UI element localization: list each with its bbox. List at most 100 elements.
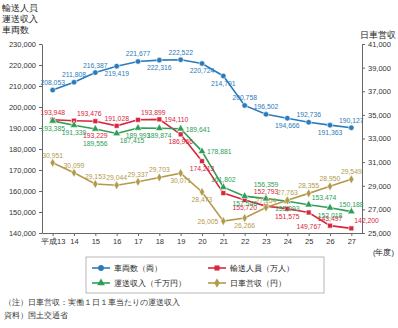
marker [157,173,162,182]
data-label: 30,951 [42,152,63,159]
data-label: 191,339 [62,129,87,136]
data-label: 194,110 [164,116,188,123]
data-label: 26,005 [198,218,219,225]
data-label: 211,808 [62,71,86,78]
marker [114,181,119,190]
tick: 23 [262,233,270,246]
tick: 27,000 [362,205,391,214]
data-label: 193,899 [141,109,166,116]
tick: 16 [113,233,121,246]
data-label: 192,736 [296,111,321,118]
tick: 26 [326,233,334,246]
data-label: 29,337 [128,171,149,178]
marker [49,116,57,123]
y2-axis-title: 日車営収 [360,30,396,40]
tick-mark [362,162,365,163]
marker [155,124,163,131]
data-labels: 208,053211,808216,387219,419221,677222,3… [40,49,379,231]
tick-label: 220,000 [9,61,36,70]
tick-mark [287,233,288,236]
marker [326,203,334,210]
marker [178,57,184,63]
tick: 14 [70,233,78,246]
marker [349,125,355,131]
tick: 41,000 [362,40,391,49]
data-label: 27,154 [256,197,277,204]
marker [157,117,162,122]
tick-mark [330,233,331,236]
legend-label: 輸送人員（万人） [230,264,294,273]
marker [91,124,99,131]
tick: 24 [284,233,292,246]
marker [157,57,163,63]
legend-item: 車両数（両） [92,264,162,273]
data-label: 29,153 [85,173,106,180]
tick-mark [362,91,365,92]
data-label: 174,213 [190,165,215,172]
data-label: 214,791 [211,80,236,87]
tick-label: 15 [92,237,100,246]
data-label: 221,677 [126,50,151,57]
marker [135,177,140,186]
data-label: 216,387 [83,62,108,69]
data-label: 191,363 [318,129,343,136]
tick-mark [202,233,203,236]
legend-item: 運送収入（千万円） [92,279,186,288]
marker [285,196,290,205]
marker [327,122,333,128]
legend-item: 輸送人員（万人） [208,264,294,273]
data-label: 186,966 [168,138,193,145]
data-label: 189,641 [186,126,211,133]
tick-mark [351,233,352,236]
data-label: 152,793 [254,188,279,195]
marker [50,158,55,167]
tick-label: 27 [348,237,356,246]
series-line [53,119,352,228]
y-axis-title: 車両数 [2,25,29,35]
data-label: 157,546 [232,200,257,207]
tick: 37,000 [362,87,391,96]
series-line [53,60,352,128]
tick: 21 [220,233,228,246]
marker [71,168,76,177]
data-label: 193,476 [77,110,102,117]
tick-mark [95,233,96,236]
note: 資料）国土交通省 [4,311,68,320]
tick-label: 29,000 [368,182,391,191]
tick-mark [53,233,54,236]
data-label: 191,028 [104,115,129,122]
tick-label: 27,000 [368,205,391,214]
tick: 39,000 [362,64,391,73]
tick-mark [266,233,267,236]
tick: 200,000 [9,103,42,112]
marker [113,129,121,136]
data-label: 30,099 [64,162,85,169]
tick-label: 21 [220,237,228,246]
tick: 29,000 [362,182,391,191]
tick-mark [39,149,42,150]
data-label: 193,948 [40,109,65,116]
tick-label: 17 [134,237,142,246]
tick: 180,000 [9,145,42,154]
tick: 27 [348,233,356,246]
data-label: 194,666 [275,122,300,129]
data-label: 28,473 [192,196,213,203]
y-axis-title: 運送収入 [2,14,38,24]
data-label: 208,053 [40,79,65,86]
tick-label: 31,000 [368,158,391,167]
marker [221,191,226,196]
data-label: 27,763 [277,189,298,196]
tick: 150,000 [9,208,42,217]
data-label: 193,229 [83,132,108,139]
tick-mark [74,233,75,236]
tick-label: 24 [284,237,292,246]
tick-mark [309,233,310,236]
tick-mark [223,233,224,236]
tick-label: 39,000 [368,64,391,73]
tick-label: 14 [70,237,78,246]
data-label: 155,093 [275,205,300,212]
marker [306,210,311,215]
marker [93,179,98,188]
tick-mark [245,233,246,236]
data-label: 200,758 [232,94,257,101]
